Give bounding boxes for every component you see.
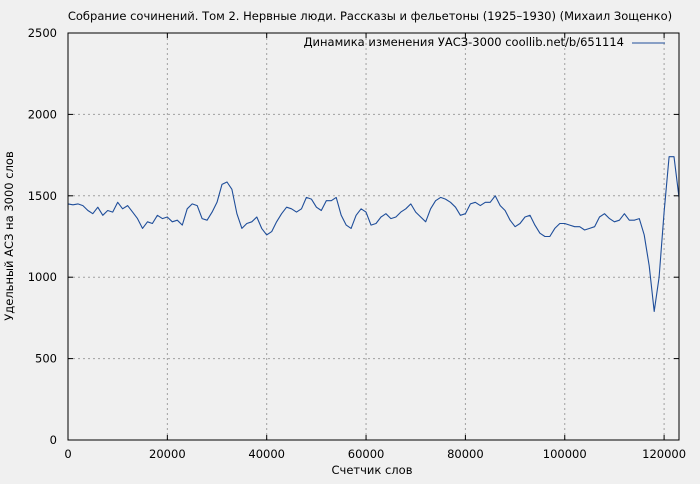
x-tick-label: 40000 bbox=[248, 447, 285, 461]
legend-label: Динамика изменения УАСЗ-3000 coollib.net… bbox=[304, 35, 624, 49]
grid-layer bbox=[68, 33, 679, 440]
y-tick-label: 1500 bbox=[28, 189, 57, 203]
x-tick-label: 20000 bbox=[149, 447, 186, 461]
x-tick-label: 60000 bbox=[348, 447, 385, 461]
y-tick-label: 500 bbox=[35, 352, 57, 366]
x-tick-label: 100000 bbox=[543, 447, 587, 461]
x-tick-label: 120000 bbox=[642, 447, 686, 461]
x-axis-label: Счетчик слов bbox=[332, 463, 413, 477]
series-line bbox=[67, 156, 680, 312]
x-tick-label: 0 bbox=[64, 447, 71, 461]
y-tick-label: 2500 bbox=[28, 26, 57, 40]
plot-frame bbox=[67, 32, 680, 441]
y-axis-label: Удельный АСЗ на 3000 слов bbox=[2, 151, 16, 321]
legend: Динамика изменения УАСЗ-3000 coollib.net… bbox=[304, 35, 665, 49]
axis-ticks: 0 500 1000 1500 2000 2500 0 20000 40000 60000 8000… bbox=[28, 26, 686, 461]
x-tick-label: 80000 bbox=[447, 447, 484, 461]
series-layer bbox=[67, 156, 680, 312]
y-tick-label: 2000 bbox=[28, 107, 57, 121]
chart-title: Собрание сочинений. Том 2. Нервные люди.… bbox=[68, 9, 672, 23]
y-tick-label: 1000 bbox=[28, 270, 57, 284]
y-tick-label: 0 bbox=[50, 433, 57, 447]
